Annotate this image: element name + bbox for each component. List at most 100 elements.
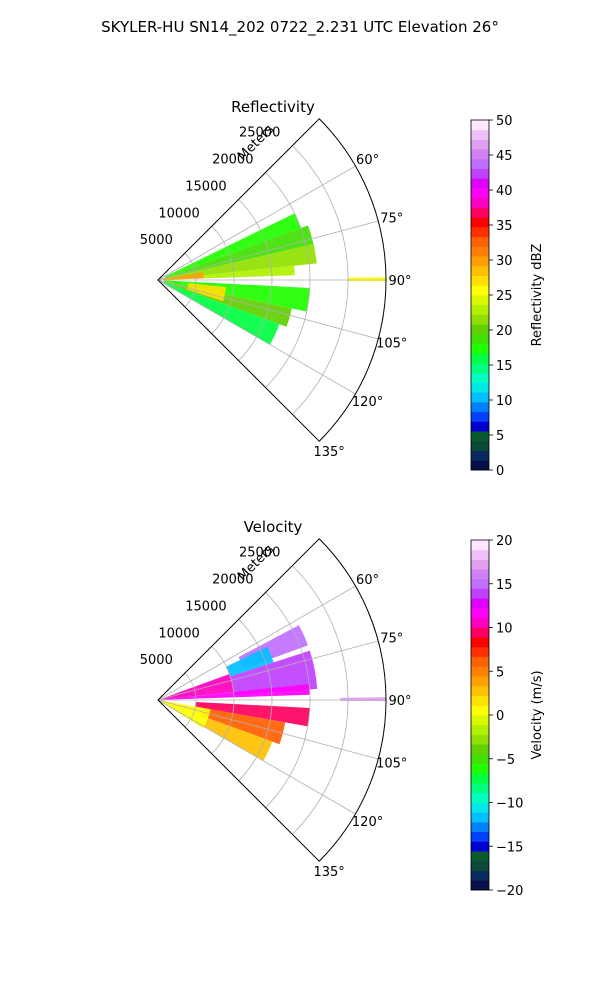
reflectivity-theta-tick-label: 135°	[313, 445, 344, 460]
velocity-colorbar-swatch	[471, 744, 489, 755]
reflectivity-colorbar-tick-label: 10	[496, 394, 513, 409]
reflectivity-grid-spoke	[157, 220, 379, 281]
reflectivity-r-tick-label: 5000	[140, 233, 173, 248]
reflectivity-colorbar-swatch	[471, 207, 489, 218]
reflectivity-data-sector-5	[347, 277, 387, 282]
velocity-colorbar-swatch	[471, 569, 489, 580]
velocity-colorbar-tick-label: 15	[496, 578, 513, 593]
reflectivity-colorbar-swatch	[471, 421, 489, 432]
velocity-data-sector-9	[161, 700, 211, 729]
velocity-grid-spoke	[157, 699, 356, 815]
velocity-data-sector-6	[195, 701, 310, 727]
velocity-r-tick-label: 15000	[185, 599, 226, 614]
reflectivity-theta-tick-label: 75°	[380, 211, 403, 226]
reflectivity-colorbar-tick-label: 30	[496, 254, 513, 269]
reflectivity-theta-tick-label: 90°	[388, 274, 411, 289]
reflectivity-colorbar-tick-label: 45	[496, 149, 513, 164]
reflectivity-data-sector-9	[186, 283, 227, 302]
reflectivity-colorbar-swatch	[471, 217, 489, 228]
velocity-colorbar-swatch	[471, 802, 489, 813]
velocity-colorbar-swatch	[471, 831, 489, 842]
reflectivity-colorbar-swatch	[471, 392, 489, 403]
velocity-polar-frame	[157, 538, 387, 862]
reflectivity-data-sector-4	[161, 272, 204, 280]
velocity-colorbar-swatch	[471, 608, 489, 619]
reflectivity-colorbar-swatch	[471, 188, 489, 199]
reflectivity-colorbar-tick-label: 25	[496, 289, 513, 304]
velocity-colorbar-swatch	[471, 656, 489, 667]
reflectivity-colorbar-swatch	[471, 363, 489, 374]
velocity-colorbar-swatch	[471, 685, 489, 696]
velocity-colorbar-tick-label: −15	[496, 840, 523, 855]
reflectivity-colorbar-swatch	[471, 236, 489, 247]
velocity-r-tick-label: 25000	[239, 546, 280, 561]
velocity-colorbar-tick-label: −20	[496, 884, 523, 899]
velocity-data-sector-5	[340, 697, 387, 702]
reflectivity-colorbar-swatch	[471, 168, 489, 179]
reflectivity-colorbar-swatch	[471, 333, 489, 345]
reflectivity-r-tick-label: 25000	[239, 126, 280, 141]
reflectivity-data-sector-1	[165, 225, 314, 279]
reflectivity-colorbar-swatch	[471, 343, 489, 354]
velocity-colorbar-swatch	[471, 734, 489, 745]
velocity-colorbar-tick-label: 10	[496, 622, 513, 637]
reflectivity-colorbar-swatch	[471, 401, 489, 413]
velocity-colorbar-label: Velocity (m/s)	[530, 670, 545, 759]
reflectivity-colorbar-swatch	[471, 178, 489, 189]
velocity-colorbar: −20 −15 −10 −5 0 5 10 15 20 Velocity (m/s)	[470, 534, 545, 899]
velocity-colorbar-swatch	[471, 783, 489, 794]
velocity-r-tick-label: 10000	[158, 626, 199, 641]
reflectivity-colorbar-swatch	[471, 120, 489, 131]
reflectivity-polar-frame	[157, 118, 387, 442]
velocity-colorbar-swatch	[471, 540, 489, 551]
reflectivity-colorbar-swatch	[471, 139, 489, 150]
velocity-data-sector-8	[204, 718, 273, 761]
velocity-colorbar-swatch	[471, 724, 489, 735]
velocity-colorbar-swatch	[471, 588, 489, 599]
reflectivity-colorbar-swatch	[471, 372, 489, 383]
velocity-theta-tick-label: 60°	[356, 573, 379, 588]
reflectivity-colorbar-swatch	[471, 226, 489, 238]
velocity-data-sector-3	[230, 650, 318, 695]
reflectivity-colorbar-tick-label: 0	[496, 464, 504, 479]
velocity-data-sector-2	[161, 674, 234, 700]
reflectivity-colorbar-swatch	[471, 353, 489, 364]
velocity-colorbar-swatch	[471, 821, 489, 833]
reflectivity-colorbar-swatch	[471, 285, 489, 296]
velocity-colorbar-swatch	[471, 753, 489, 765]
reflectivity-grid-spoke	[157, 279, 356, 395]
reflectivity-colorbar-swatch	[471, 324, 489, 335]
velocity-colorbar-tick-label: 0	[496, 709, 504, 724]
reflectivity-data-sector-0	[164, 213, 301, 278]
velocity-colorbar-swatch	[471, 598, 489, 609]
velocity-grid-spoke	[157, 699, 379, 760]
velocity-colorbar-swatch	[471, 870, 489, 881]
reflectivity-grid-spoke	[157, 165, 356, 281]
velocity-colorbar-swatch	[471, 676, 489, 687]
velocity-colorbar-swatch	[471, 627, 489, 638]
reflectivity-grid-spoke	[157, 279, 379, 340]
reflectivity-colorbar-swatch	[471, 460, 489, 471]
reflectivity-colorbar-tick-label: 50	[496, 114, 513, 129]
reflectivity-colorbar-tick-label: 20	[496, 324, 513, 339]
reflectivity-data-sector-7	[163, 281, 292, 327]
reflectivity-colorbar-tick-label: 5	[496, 429, 504, 444]
reflectivity-colorbar-swatch	[471, 431, 489, 442]
reflectivity-colorbar-label: Reflectivity dBZ	[530, 244, 545, 347]
velocity-colorbar-swatch	[471, 578, 489, 590]
velocity-colorbar-swatch	[471, 559, 489, 570]
velocity-colorbar-swatch	[471, 549, 489, 560]
reflectivity-theta-tick-label: 60°	[356, 153, 379, 168]
reflectivity-colorbar-swatch	[471, 246, 489, 257]
velocity-grid-spoke	[157, 585, 356, 701]
velocity-colorbar-swatch	[471, 851, 489, 862]
reflectivity-colorbar-tick-label: 40	[496, 184, 513, 199]
reflectivity-colorbar-swatch	[471, 295, 489, 306]
velocity-colorbar-swatch	[471, 841, 489, 852]
reflectivity-colorbar-swatch	[471, 440, 489, 451]
reflectivity-data-sector-8	[163, 282, 280, 345]
reflectivity-colorbar-swatch	[471, 304, 489, 315]
reflectivity-colorbar-swatch	[471, 275, 489, 286]
